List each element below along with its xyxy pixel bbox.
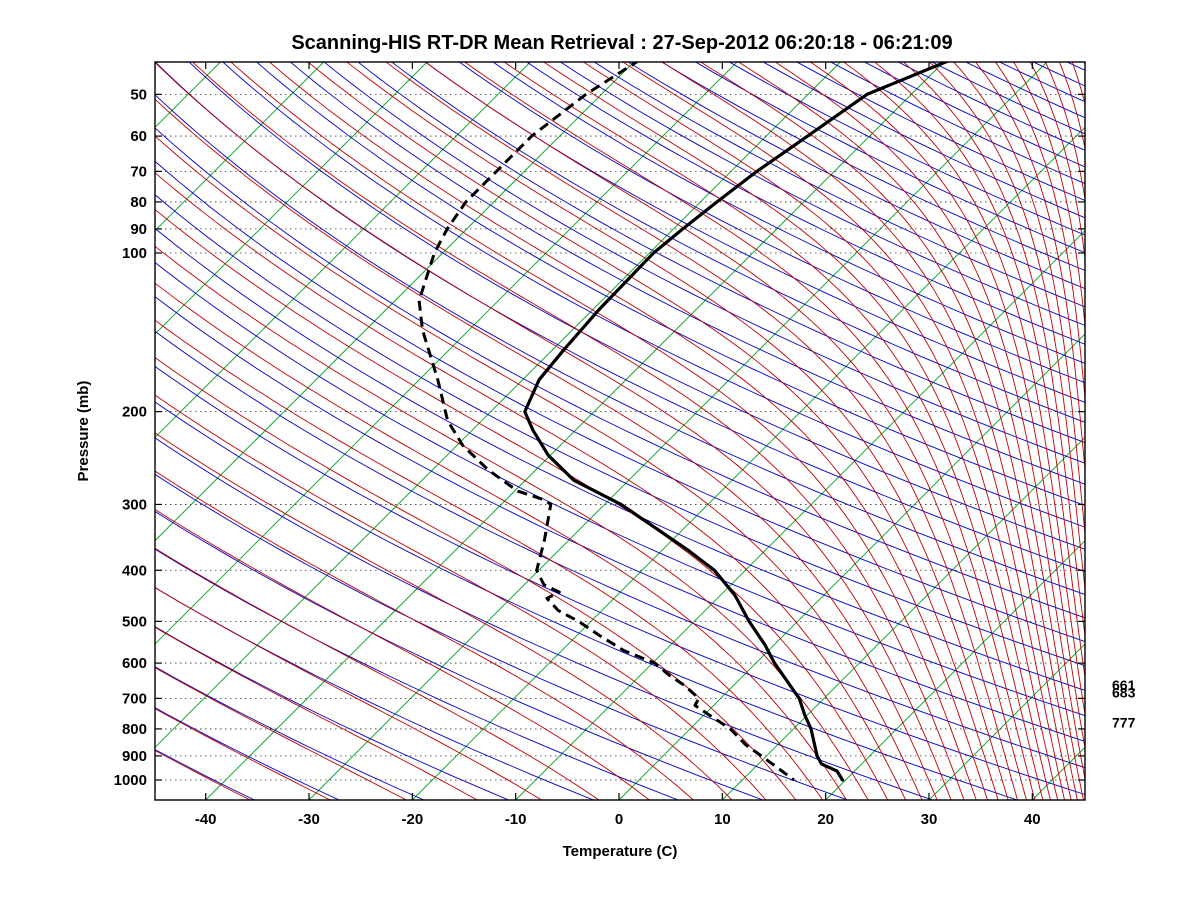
y-tick-label: 900 — [122, 748, 147, 765]
plot-border — [154, 61, 1086, 801]
x-tick-label: -20 — [401, 811, 423, 828]
moist-adiabat-lines — [155, 62, 1085, 800]
y-tick-label: 60 — [130, 128, 147, 145]
y-tick-label: 80 — [130, 194, 147, 211]
x-tick-label: 10 — [714, 811, 731, 828]
y-tick-label: 300 — [122, 496, 147, 513]
annotation-777: 777 — [1112, 714, 1136, 730]
pressure-gridlines — [155, 93, 1085, 781]
y-tick-label: 100 — [122, 245, 147, 262]
y-tick-label: 200 — [122, 404, 147, 421]
x-tick-label: -10 — [505, 811, 527, 828]
y-axis-label: Pressure (mb) — [75, 381, 92, 482]
x-tick-label: -40 — [195, 811, 217, 828]
x-tick-labels: -40 -30 -20 -10 0 10 20 30 40 — [195, 811, 1041, 828]
y-tick-label: 800 — [122, 721, 147, 738]
dewpoint-trace — [417, 62, 795, 782]
dry-adiabat-lines — [155, 62, 1085, 800]
x-tick-label: -30 — [298, 811, 320, 828]
y-tick-label: 500 — [122, 613, 147, 630]
annotation-683: 683 — [1112, 685, 1136, 701]
x-tick-label: 20 — [817, 811, 834, 828]
y-tick-label: 1000 — [114, 772, 147, 789]
y-tick-label: 600 — [122, 655, 147, 672]
axis-ticks — [155, 62, 1085, 800]
x-axis-label: Temperature (C) — [563, 843, 678, 860]
y-tick-label: 50 — [130, 86, 147, 103]
x-tick-label: 30 — [921, 811, 938, 828]
y-tick-labels: 50 60 70 80 90 100 200 300 400 500 600 700 800 900 100… — [114, 86, 147, 789]
y-tick-label: 70 — [130, 163, 147, 180]
x-tick-label: 40 — [1024, 811, 1041, 828]
x-tick-label: 0 — [615, 811, 623, 828]
chart-title: Scanning-HIS RT-DR Mean Retrieval : 27-S… — [291, 32, 952, 54]
temperature-trace — [523, 62, 950, 782]
y-tick-label: 400 — [122, 562, 147, 579]
y-tick-label: 700 — [122, 690, 147, 707]
annotation-661: 661 — [1112, 677, 1136, 693]
y-tick-label: 90 — [130, 221, 147, 238]
